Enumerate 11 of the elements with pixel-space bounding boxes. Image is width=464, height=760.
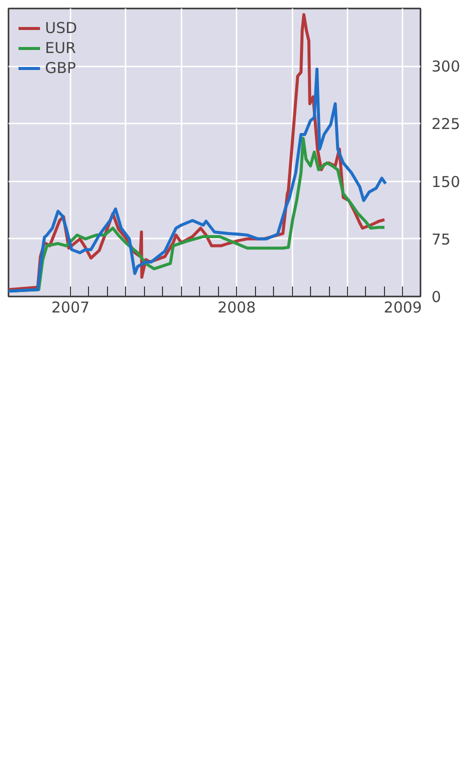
y-tick-label: 0 — [432, 288, 442, 306]
x-tick-label: 2008 — [218, 298, 256, 316]
y-tick-label: 300 — [432, 58, 460, 76]
legend-label: EUR — [45, 39, 76, 57]
x-tick-label: 2007 — [51, 298, 90, 316]
x-tick-label: 2009 — [384, 298, 422, 316]
legend-label: USD — [45, 19, 78, 37]
y-tick-label: 150 — [432, 172, 460, 191]
y-tick-label: 225 — [432, 115, 460, 134]
y-tick-label: 75 — [432, 230, 451, 248]
legend-label: GBP — [45, 59, 76, 77]
